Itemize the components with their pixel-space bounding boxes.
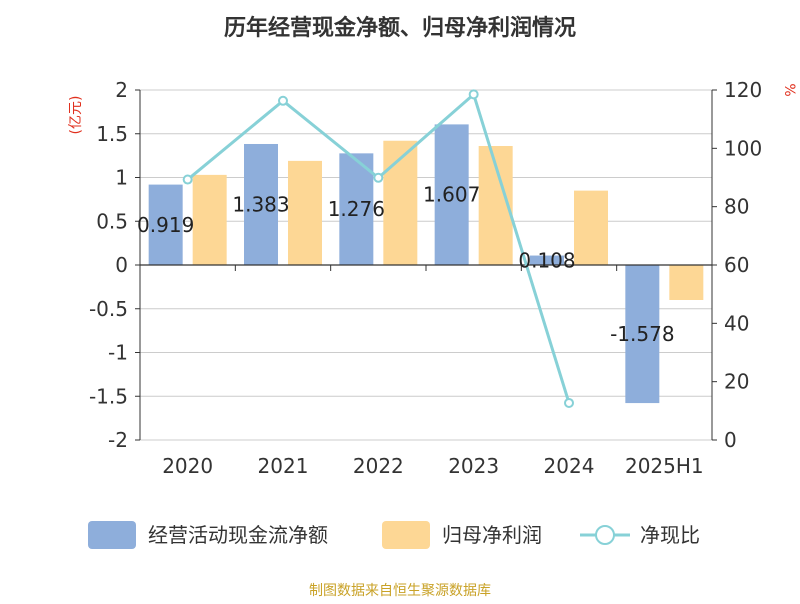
grid-layer xyxy=(140,89,712,441)
bars-layer xyxy=(148,124,704,404)
legend-label-net-profit: 归母净利润 xyxy=(442,523,542,547)
bar-cashflow xyxy=(148,184,183,265)
x-tick-label: 2024 xyxy=(544,454,595,478)
bar-cashflow xyxy=(625,265,660,404)
x-tick-label: 2021 xyxy=(258,454,309,478)
cashflow-data-label: 0.108 xyxy=(518,248,575,272)
y-right-tick-label: 120 xyxy=(724,78,762,102)
bar-net-profit xyxy=(288,160,322,265)
chart-title: 历年经营现金净额、归母净利润情况 xyxy=(224,15,576,41)
cashflow-data-label: 1.276 xyxy=(328,197,385,221)
y-right-axis-label: % xyxy=(781,83,797,96)
ratio-point xyxy=(468,89,479,100)
y-left-tick-label: -0.5 xyxy=(89,297,128,321)
bar-net-profit xyxy=(669,265,704,300)
y-left-tick-label: 1 xyxy=(115,166,128,190)
bar-cashflow xyxy=(434,124,469,265)
x-tick-label: 2023 xyxy=(448,454,499,478)
line-layer xyxy=(182,89,574,408)
legend-swatch-ratio-marker xyxy=(595,525,615,545)
cashflow-data-label: 1.383 xyxy=(232,192,289,216)
source-footer: 制图数据来自恒生聚源数据库 xyxy=(309,583,491,599)
legend: 经营活动现金流净额 归母净利润 净现比 xyxy=(88,521,700,549)
y-left-tick-label: 2 xyxy=(115,78,128,102)
y-right-tick-label: 80 xyxy=(724,195,749,219)
ratio-point xyxy=(182,174,193,185)
legend-label-cashflow: 经营活动现金流净额 xyxy=(148,523,328,547)
bar-net-profit xyxy=(192,174,227,265)
legend-swatch-cashflow xyxy=(88,521,136,549)
y-left-tick-label: 0.5 xyxy=(96,209,128,233)
y-left-axis-label: (亿元) xyxy=(68,96,84,135)
axes-layer: 2 1.5 1 0.5 0 -0.5 -1 -1.5 -2 120 100 80 60 40 20 0 2020… xyxy=(89,78,762,478)
x-tick-label: 2020 xyxy=(162,454,213,478)
x-tick-label: 2022 xyxy=(353,454,404,478)
y-right-tick-label: 100 xyxy=(724,136,762,160)
ratio-point xyxy=(564,397,574,408)
y-left-tick-label: -1 xyxy=(108,341,128,365)
y-right-tick-label: 20 xyxy=(724,370,749,394)
y-right-tick-label: 0 xyxy=(724,428,737,452)
y-left-tick-label: 1.5 xyxy=(96,122,128,146)
y-left-tick-label: -2 xyxy=(108,428,128,452)
bar-cashflow xyxy=(244,143,278,265)
legend-label-ratio: 净现比 xyxy=(640,523,700,547)
y-right-tick-label: 60 xyxy=(724,253,749,277)
bar-cashflow xyxy=(530,255,564,265)
bar-net-profit xyxy=(574,190,608,265)
cashflow-data-label: 0.919 xyxy=(137,213,194,237)
y-left-tick-label: -1.5 xyxy=(89,384,128,408)
y-right-tick-label: 40 xyxy=(724,311,749,335)
bar-cashflow xyxy=(339,153,374,265)
cashflow-data-label: 1.607 xyxy=(423,183,480,207)
legend-swatch-net-profit xyxy=(382,521,430,549)
ratio-point xyxy=(278,95,288,106)
ratio-point xyxy=(373,172,384,183)
y-left-tick-label: 0 xyxy=(115,253,128,277)
x-tick-label: 2025H1 xyxy=(625,454,704,478)
labels-layer: 0.919 1.383 1.276 1.607 0.108 -1.578 xyxy=(137,183,675,346)
bar-net-profit xyxy=(383,140,418,265)
cashflow-data-label: -1.578 xyxy=(610,322,674,346)
